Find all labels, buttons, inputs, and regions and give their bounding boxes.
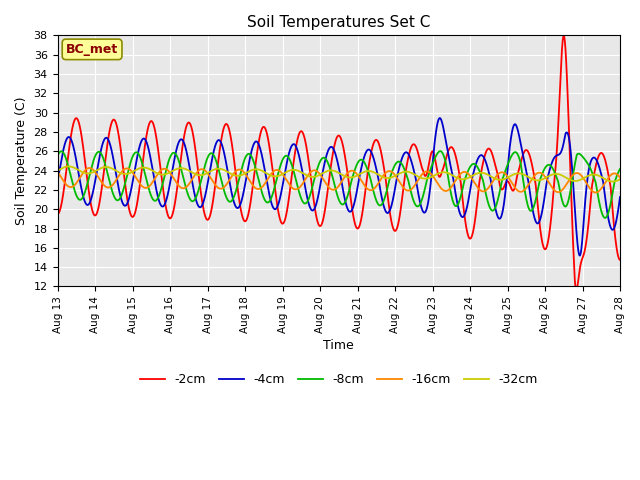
-8cm — [151, 198, 159, 204]
Y-axis label: Soil Temperature (C): Soil Temperature (C) — [15, 96, 28, 225]
-16cm — [616, 175, 624, 180]
-4cm — [605, 220, 613, 226]
-8cm — [294, 183, 301, 189]
-8cm — [436, 148, 444, 154]
-32cm — [118, 170, 125, 176]
-8cm — [54, 153, 61, 159]
-8cm — [616, 166, 624, 172]
-4cm — [54, 178, 61, 184]
-2cm — [294, 136, 301, 142]
Line: -2cm: -2cm — [58, 36, 620, 290]
-32cm — [294, 168, 301, 174]
-16cm — [86, 165, 93, 171]
-4cm — [269, 205, 277, 211]
-16cm — [269, 168, 277, 174]
-4cm — [294, 148, 301, 154]
Legend: -2cm, -4cm, -8cm, -16cm, -32cm: -2cm, -4cm, -8cm, -16cm, -32cm — [134, 368, 543, 391]
-2cm — [605, 177, 613, 182]
-8cm — [118, 192, 125, 198]
Text: BC_met: BC_met — [66, 43, 118, 56]
Line: -16cm: -16cm — [58, 168, 620, 192]
-4cm — [616, 194, 624, 200]
-2cm — [572, 287, 580, 293]
-2cm — [151, 128, 159, 133]
-2cm — [54, 211, 61, 217]
-8cm — [269, 190, 277, 195]
-4cm — [576, 252, 584, 258]
-32cm — [54, 168, 61, 173]
-16cm — [605, 174, 613, 180]
-2cm — [269, 172, 277, 178]
-16cm — [54, 169, 61, 175]
-2cm — [560, 33, 568, 38]
-8cm — [601, 215, 609, 221]
-32cm — [545, 173, 552, 179]
-2cm — [616, 257, 624, 263]
-16cm — [152, 175, 159, 181]
-2cm — [545, 237, 552, 242]
-2cm — [118, 154, 125, 159]
Line: -8cm: -8cm — [58, 151, 620, 218]
-4cm — [436, 115, 444, 121]
Title: Soil Temperatures Set C: Soil Temperatures Set C — [247, 15, 431, 30]
Line: -32cm: -32cm — [58, 167, 620, 181]
-32cm — [609, 179, 616, 184]
-32cm — [65, 164, 72, 169]
-8cm — [545, 162, 552, 168]
-4cm — [118, 198, 125, 204]
Line: -4cm: -4cm — [58, 118, 620, 255]
-16cm — [294, 186, 301, 192]
-8cm — [605, 206, 613, 212]
-32cm — [269, 173, 277, 179]
-16cm — [592, 190, 600, 195]
-16cm — [545, 179, 552, 185]
X-axis label: Time: Time — [323, 338, 354, 352]
-32cm — [605, 178, 613, 184]
-32cm — [152, 169, 159, 175]
-4cm — [151, 180, 159, 186]
-16cm — [118, 168, 125, 174]
-4cm — [545, 171, 552, 177]
-32cm — [616, 177, 624, 182]
